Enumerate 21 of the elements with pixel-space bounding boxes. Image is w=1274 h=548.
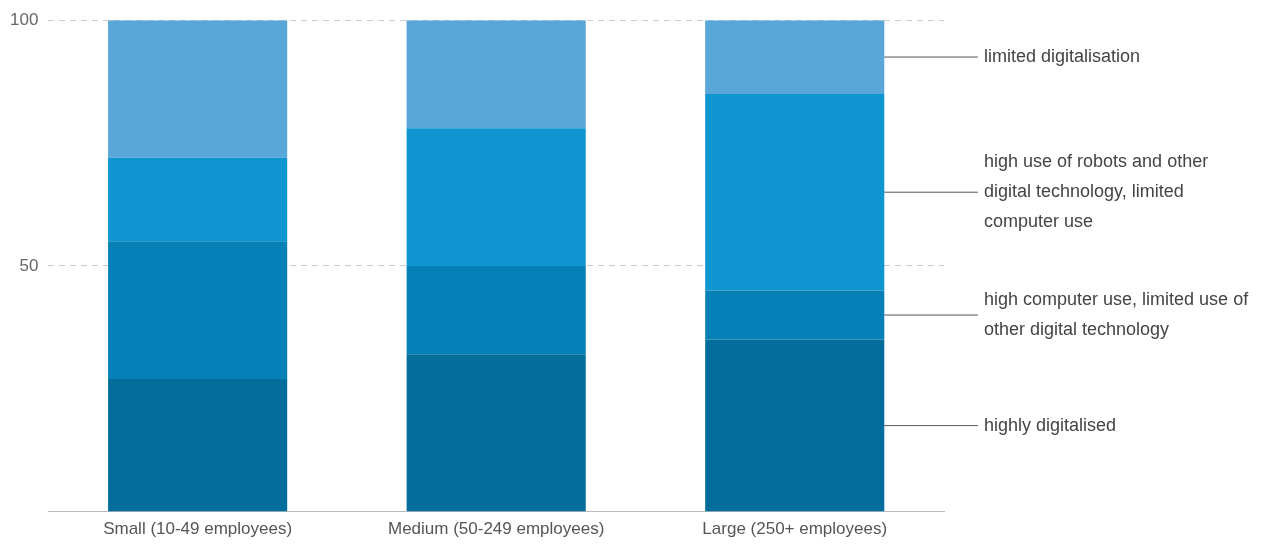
bar <box>705 93 885 291</box>
x-tick-label: Medium (50-249 employees) <box>387 519 605 539</box>
bar <box>705 290 885 340</box>
y-tick-label: 100 <box>9 9 39 29</box>
text: high use of robots and other digital technology, limited computer use <box>984 151 1209 232</box>
y-tick-label: 50 <box>19 255 39 275</box>
text: highly digitalised <box>984 414 1117 435</box>
bar <box>108 20 288 158</box>
bar <box>406 354 586 512</box>
bar <box>108 378 288 512</box>
bar <box>406 20 586 129</box>
bar <box>108 241 288 379</box>
x-tick-label: Small (10-49 employees) <box>103 519 293 539</box>
bar <box>406 265 586 355</box>
bar <box>406 128 586 266</box>
text: high computer use, limited use of other digital technology <box>984 289 1250 340</box>
bar <box>108 157 288 242</box>
x-tick-label: Large (250+ employees) <box>702 519 888 539</box>
text: limited digitalisation <box>984 46 1141 67</box>
bar <box>705 339 885 512</box>
bar <box>705 20 885 94</box>
